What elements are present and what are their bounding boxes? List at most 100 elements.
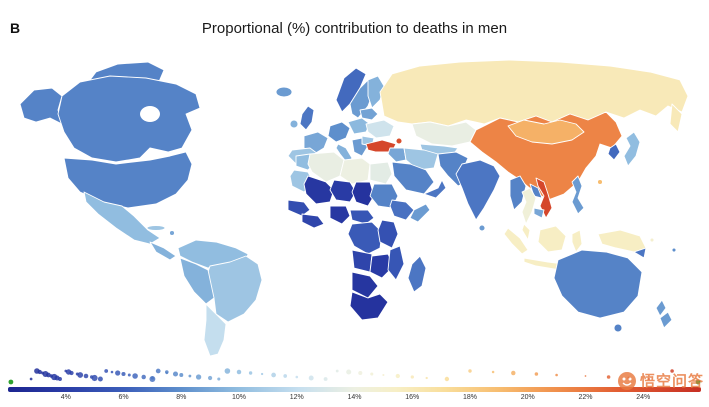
distribution-dot <box>584 375 587 377</box>
region-canada <box>57 75 201 163</box>
colorbar-end-marker <box>8 379 14 385</box>
distribution-dot <box>91 374 98 382</box>
region-iceland <box>275 86 293 98</box>
distribution-dot <box>491 370 495 374</box>
region-drc <box>347 221 383 255</box>
region-kazakhstan <box>411 121 477 147</box>
distribution-dot <box>141 374 146 380</box>
region-saudi-arabia <box>391 161 435 195</box>
distribution-dot <box>207 375 213 381</box>
region-vietnam <box>535 177 553 219</box>
tick-label: 10% <box>231 394 247 401</box>
region-alaska <box>19 87 63 125</box>
region-somalia <box>409 203 431 223</box>
distribution-dot <box>236 369 242 375</box>
distribution-dot <box>295 375 299 379</box>
distribution-dot <box>260 372 264 376</box>
region-caucasus <box>395 137 403 145</box>
region-ukraine <box>365 119 395 139</box>
region-ethiopia <box>389 199 415 221</box>
distribution-dot <box>165 371 169 375</box>
region-russia <box>379 59 689 127</box>
region-namibia-botswana <box>351 271 379 299</box>
region-ghana-ivory <box>301 213 325 229</box>
region-ireland <box>289 119 299 129</box>
region-india <box>455 159 501 221</box>
tick-label: 22% <box>578 394 593 401</box>
watermark-logo-icon <box>617 371 636 390</box>
distribution-dot <box>670 369 674 373</box>
distribution-dot <box>468 369 472 373</box>
region-iraq-syria <box>387 147 407 163</box>
region-cambodia <box>533 207 545 219</box>
region-niger <box>329 179 357 203</box>
region-tasmania <box>613 323 623 333</box>
distribution-dot <box>97 376 103 382</box>
distribution-dot <box>425 376 428 380</box>
region-senegal-guinea <box>287 199 311 217</box>
region-finland <box>367 75 385 109</box>
tick-label: 24% <box>636 394 651 401</box>
region-hispaniola <box>169 230 175 236</box>
distribution-dot <box>606 375 611 379</box>
distribution-dot <box>155 368 161 374</box>
region-china <box>469 111 623 201</box>
region-germany <box>327 121 351 143</box>
hudson-bay <box>140 106 160 122</box>
distribution-dots <box>8 368 701 385</box>
region-thailand <box>521 187 537 225</box>
distribution-dot <box>308 375 314 381</box>
tick-label: 18% <box>462 394 478 401</box>
region-east-africa <box>377 219 399 249</box>
region-chad <box>351 181 375 207</box>
region-png-se <box>633 247 647 259</box>
region-cameroon-car <box>349 209 375 225</box>
distribution-dot <box>534 372 539 376</box>
region-libya <box>339 157 371 185</box>
region-mozambique <box>387 245 405 281</box>
tick-label: 14% <box>347 394 362 401</box>
tick-label: 20% <box>520 394 535 401</box>
distribution-dot <box>248 371 253 375</box>
distribution-dot <box>370 372 374 376</box>
distribution-dot <box>195 374 202 380</box>
tick-label: 8% <box>176 394 187 401</box>
distribution-dot <box>358 370 363 376</box>
distribution-dot <box>121 371 126 377</box>
region-angola <box>351 249 373 273</box>
region-algeria <box>307 151 345 183</box>
region-malaysia <box>521 223 531 241</box>
distribution-dot <box>555 373 558 377</box>
distribution-dot <box>410 375 414 379</box>
region-south-africa <box>349 291 389 321</box>
region-nigeria <box>329 205 351 225</box>
region-kamchatka <box>669 103 683 133</box>
distribution-dot <box>217 377 221 381</box>
distribution-dot <box>132 373 138 379</box>
region-sri-lanka <box>478 224 486 232</box>
distribution-dot <box>77 372 84 378</box>
distribution-dot <box>323 377 328 381</box>
distribution-dot <box>69 370 74 376</box>
region-zambia-zimbabwe <box>369 253 395 279</box>
distribution-dot <box>346 369 352 375</box>
region-new-zealand-north <box>655 299 667 317</box>
distribution-dot <box>283 374 288 378</box>
tick-label: 16% <box>405 394 420 401</box>
region-australia <box>553 249 643 319</box>
region-mexico <box>83 191 161 245</box>
distribution-dot <box>444 376 450 382</box>
region-fiji <box>671 247 677 253</box>
distribution-dot <box>382 373 385 377</box>
panel-label: B <box>10 20 21 36</box>
region-central-america <box>149 241 177 261</box>
region-solomon-islands <box>649 237 655 243</box>
colorbar-ticks: 4% 6% 8% 10% 12% 14% 16% 18% 20% 22% 24% <box>0 394 709 406</box>
region-japan <box>623 131 641 167</box>
distribution-dot <box>271 372 276 378</box>
region-taiwan <box>597 179 603 185</box>
region-peru-bolivia <box>179 257 215 305</box>
colorbar <box>8 387 701 392</box>
figure-title: Proportional (%) contribution to deaths … <box>201 20 508 37</box>
